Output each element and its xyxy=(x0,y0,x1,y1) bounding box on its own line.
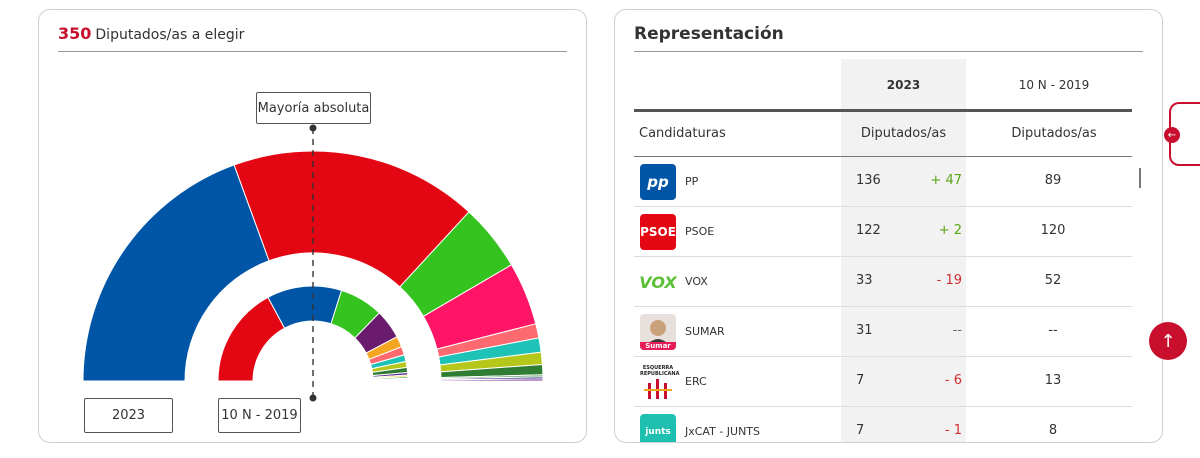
seats-2019: 52 xyxy=(1044,273,1062,288)
title-divider xyxy=(634,51,1143,52)
party-name: ERC xyxy=(685,375,707,388)
representation-card: Representación 2023 10 N - 2019 Candidat… xyxy=(614,9,1163,443)
arrow-up-icon: ↑ xyxy=(1160,330,1176,352)
vox-logo-icon: VOX xyxy=(639,272,677,292)
erc-logo-icon: ESQUERRA REPUBLICANA xyxy=(640,364,679,400)
seats-diff: + 47 xyxy=(930,173,962,188)
col-year-2023[interactable]: 2023 xyxy=(886,78,921,92)
table-row[interactable]: Sumar SUMAR 31 -- -- xyxy=(634,307,1132,357)
seats-label: Diputados/as a elegir xyxy=(95,27,245,43)
seats-2023: 7 xyxy=(856,423,865,438)
seats-header: 350 Diputados/as a elegir xyxy=(58,24,244,43)
hemicycle-2019 xyxy=(217,285,409,382)
seats-2023: 31 xyxy=(856,323,873,338)
arc-segment-2023-10[interactable] xyxy=(440,378,544,382)
party-name: VOX xyxy=(685,275,708,288)
majority-label: Mayoría absoluta xyxy=(256,92,371,124)
majority-dot-top xyxy=(309,124,317,132)
year-2023-label[interactable]: 2023 xyxy=(84,398,173,433)
col-candidaturas: Candidaturas xyxy=(639,126,726,141)
seats-diff: - 6 xyxy=(944,373,962,388)
arc-segment-2023-0[interactable] xyxy=(82,164,270,382)
party-name: PSOE xyxy=(685,225,715,238)
psoe-logo-icon: PSOE xyxy=(640,214,676,250)
col-diputados-2023: Diputados/as xyxy=(860,126,947,141)
table-row[interactable]: pp PP 136 + 47 89 xyxy=(634,157,1132,207)
party-name: SUMAR xyxy=(685,325,725,338)
seats-2023: 122 xyxy=(856,223,881,238)
scroll-top-button[interactable]: ↑ xyxy=(1149,322,1187,360)
seats-2019: 8 xyxy=(1048,423,1058,438)
party-name: JxCAT - JUNTS xyxy=(685,425,761,438)
table-row[interactable]: VOX VOX 33 - 19 52 xyxy=(634,257,1132,307)
header-thick-rule xyxy=(634,109,1132,112)
table-row[interactable]: junts JxCAT - JUNTS 7 - 1 8 xyxy=(634,407,1132,442)
representation-title: Representación xyxy=(634,24,784,44)
col-diputados-2019: Diputados/as xyxy=(1011,126,1097,141)
seats-2019: 89 xyxy=(1044,173,1062,188)
junts-logo-icon: junts xyxy=(640,414,676,442)
party-name: PP xyxy=(685,175,699,188)
hemicycle-2023 xyxy=(82,150,544,382)
subheader-rule xyxy=(634,156,1132,157)
seats-2019: -- xyxy=(1048,323,1058,338)
seats-diff: -- xyxy=(952,323,962,338)
seats-2019: 13 xyxy=(1044,373,1062,388)
hemicycle-card: 350 Diputados/as a elegir Mayoría absolut… xyxy=(38,9,587,443)
seats-total: 350 xyxy=(58,24,92,43)
hemicycle-chart xyxy=(82,124,544,402)
sumar-logo-icon: Sumar xyxy=(640,314,676,350)
seats-2023: 33 xyxy=(856,273,873,288)
arc-segment-10N-2019-14[interactable] xyxy=(372,379,409,382)
seats-2023: 136 xyxy=(856,173,881,188)
arrow-left-icon[interactable]: ← xyxy=(1164,127,1180,143)
seats-diff: - 19 xyxy=(936,273,962,288)
table-row[interactable]: ESQUERRA REPUBLICANA ERC 7 - 6 13 xyxy=(634,357,1132,407)
seats-2023: 7 xyxy=(856,373,865,388)
col-year-2019[interactable]: 10 N - 2019 xyxy=(1018,78,1090,92)
seats-2019: 120 xyxy=(1040,223,1066,238)
seats-diff: - 1 xyxy=(944,423,962,438)
table-scrollbar[interactable] xyxy=(1139,168,1141,188)
pp-logo-icon: pp xyxy=(640,164,676,200)
majority-dot-bottom xyxy=(309,394,317,402)
side-panel-tab[interactable]: ← xyxy=(1164,102,1200,166)
year-2019-label[interactable]: 10 N - 2019 xyxy=(218,398,301,433)
table-row[interactable]: PSOE PSOE 122 + 2 120 xyxy=(634,207,1132,257)
col-2023-highlight xyxy=(841,59,966,442)
header-divider xyxy=(58,51,567,52)
seats-diff: + 2 xyxy=(938,223,962,238)
